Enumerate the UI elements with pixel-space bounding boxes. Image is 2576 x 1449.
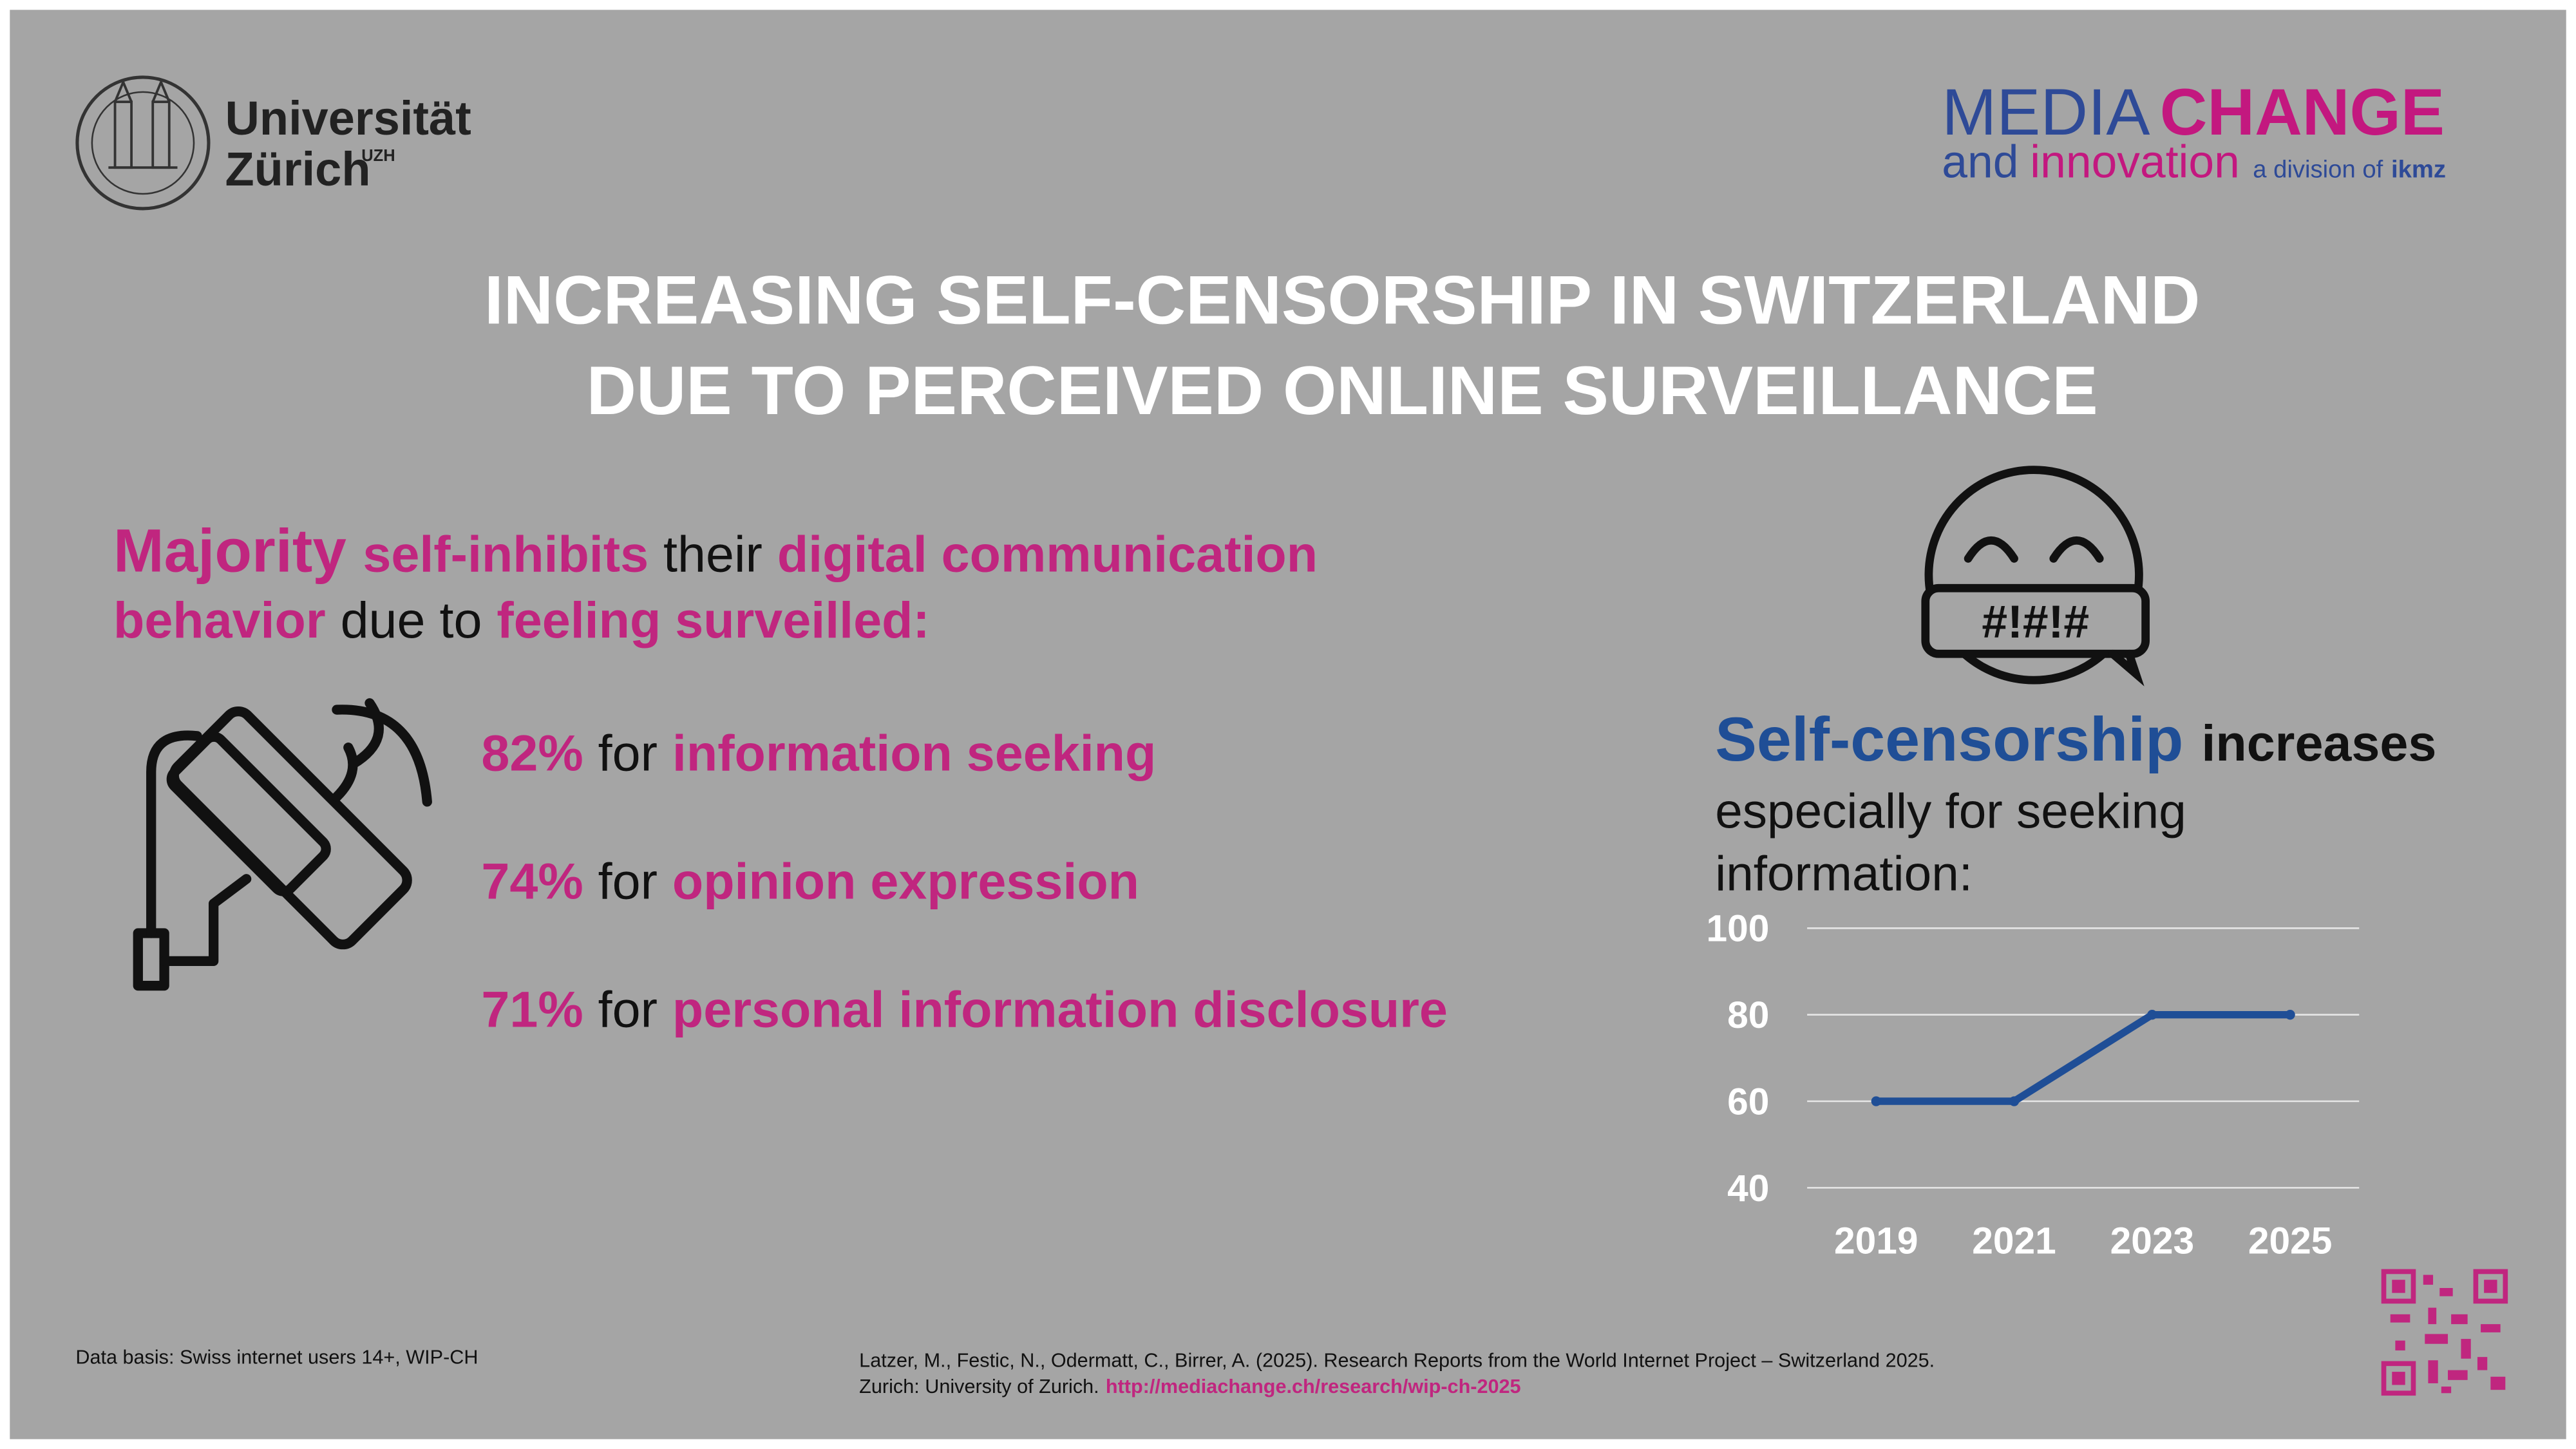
point	[1871, 1096, 1881, 1106]
stat: 74% for opinion expression	[481, 852, 1139, 909]
headline-text: their	[663, 526, 762, 583]
logo-change: CHANGE	[2160, 75, 2445, 149]
logo-ikmz: ikmz	[2391, 156, 2446, 184]
logo-division: a division of	[2253, 156, 2383, 184]
stat: 82% for information seeking	[481, 724, 1156, 781]
headline-line: Majority self-inhibits their digital commun…	[113, 518, 1318, 585]
y-tick-label: 100	[1707, 908, 1770, 950]
heading-emphasis: Self-censorship	[1715, 704, 2183, 774]
stat: 71% for personal information disclosure	[481, 980, 1447, 1037]
x-tick-label: 2019	[1834, 1220, 1918, 1262]
title-line: INCREASING SELF-CENSORSHIP IN SWITZERLAN…	[484, 261, 2200, 339]
headline-text: due to	[341, 591, 482, 649]
stat-label: personal information disclosure	[672, 980, 1448, 1037]
line	[1876, 1010, 2291, 1105]
stats: 82% for information seeking 74% for opinion …	[481, 724, 1447, 1037]
mediachange-logo: MEDIA CHANGE	[1942, 75, 2445, 149]
y-tick-label: 60	[1727, 1081, 1769, 1122]
right-heading: Self-censorship increases	[1715, 704, 2436, 774]
logo-innovation: innovation	[2030, 137, 2240, 188]
y-tick-label: 80	[1727, 994, 1769, 1036]
mediachange-subline: and innovation a division of ikmz	[1942, 137, 2446, 188]
headline-emphasis: behavior	[113, 591, 326, 649]
qr-code	[2381, 1269, 2508, 1396]
x-tick-label: 2025	[2248, 1220, 2333, 1262]
headline-line: behavior due to feeling surveilled:	[113, 591, 930, 649]
stat-percent: 74%	[481, 852, 583, 909]
stat-percent: 82%	[481, 724, 583, 781]
stat-connector: for	[598, 852, 658, 909]
citation: Latzer, M., Festic, N., Odermatt, C., Bi…	[859, 1349, 1935, 1371]
x-tick-label: 2023	[2110, 1220, 2195, 1262]
background	[10, 10, 2566, 1439]
stat-percent: 71%	[481, 980, 583, 1037]
point	[2009, 1096, 2020, 1106]
point	[2147, 1010, 2157, 1020]
x-tick-label: 2021	[1972, 1220, 2056, 1262]
uzh-logo	[75, 75, 211, 211]
headline-emphasis: digital communication	[777, 526, 1318, 583]
logo-media: MEDIA	[1942, 75, 2150, 149]
citation: Zurich: University of Zurich. http://medi…	[859, 1376, 1520, 1397]
stat-connector: for	[598, 980, 658, 1037]
face-icon-text: #!#!#	[1982, 596, 2089, 648]
stat-connector: for	[598, 724, 658, 781]
stat-label: opinion expression	[672, 852, 1139, 909]
line-chart: 40 60 80 100 2019 2021 2023 2025	[1707, 908, 2360, 1262]
y-tick-label: 40	[1727, 1168, 1769, 1209]
data-basis: Data basis: Swiss internet users 14+, WI…	[75, 1346, 478, 1368]
headline-emphasis: self-inhibits	[363, 526, 649, 583]
stat-label: information seeking	[672, 724, 1156, 781]
uzh-name: Universität	[225, 91, 471, 145]
uzh-city: Zürich	[225, 142, 370, 196]
citation-link[interactable]: http://mediachange.ch/research/wip-ch-20…	[1106, 1376, 1521, 1397]
title-line: DUE TO PERCEIVED ONLINE SURVEILLANCE	[587, 352, 2098, 429]
citation-text: Zurich: University of Zurich.	[859, 1376, 1099, 1397]
headline-emphasis: feeling surveilled:	[497, 591, 929, 649]
camera-icon	[133, 698, 432, 991]
point	[2285, 1010, 2295, 1020]
uzh-abbrev: UZH	[361, 147, 395, 165]
right-heading-line: especially for seeking	[1715, 784, 2186, 839]
heading-verb: increases	[2201, 714, 2436, 772]
logo-and: and	[1942, 137, 2018, 188]
right-heading-line: information:	[1715, 847, 1973, 902]
censored-face-icon	[1921, 466, 2150, 687]
headline-emphasis: Majority	[113, 518, 346, 585]
